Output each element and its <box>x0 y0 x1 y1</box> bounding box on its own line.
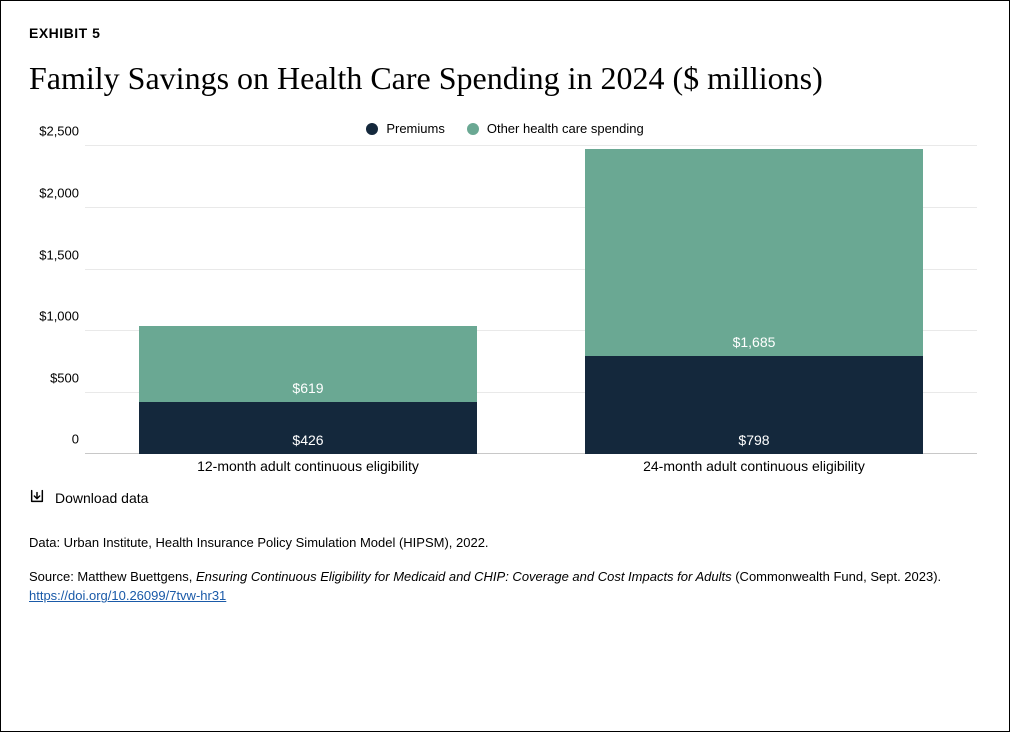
chart: 0$500$1,000$1,500$2,000$2,500 $619$426$1… <box>29 146 981 476</box>
x-axis: 12-month adult continuous eligibility 24-… <box>85 454 977 476</box>
download-data-button[interactable]: Download data <box>29 488 981 507</box>
bar-segment-premiums: $798 <box>585 356 924 454</box>
bar-group: $619 $426 <box>139 326 478 455</box>
bar-group: $1,685 $798 <box>585 149 924 455</box>
data-note: Data: Urban Institute, Health Insurance … <box>29 533 981 553</box>
bar-segment-other: $619 <box>139 326 478 402</box>
y-axis: 0$500$1,000$1,500$2,000$2,500 <box>29 146 85 454</box>
source-title: Ensuring Continuous Eligibility for Medi… <box>196 569 732 584</box>
y-tick-label: $1,500 <box>39 247 79 262</box>
exhibit-label: EXHIBIT 5 <box>29 25 981 41</box>
bar-value-label: $1,685 <box>585 334 924 350</box>
source-prefix: Source: Matthew Buettgens, <box>29 569 196 584</box>
legend-item-premiums: Premiums <box>366 121 445 136</box>
exhibit-frame: EXHIBIT 5 Family Savings on Health Care … <box>0 0 1010 732</box>
gridline <box>85 145 977 146</box>
y-tick-label: $1,000 <box>39 309 79 324</box>
legend-label: Premiums <box>386 121 445 136</box>
legend-label: Other health care spending <box>487 121 644 136</box>
chart-title: Family Savings on Health Care Spending i… <box>29 59 981 97</box>
notes: Data: Urban Institute, Health Insurance … <box>29 533 981 606</box>
bar-segment-premiums: $426 <box>139 402 478 454</box>
bar-value-label: $798 <box>585 432 924 448</box>
bar-segment-other: $1,685 <box>585 149 924 357</box>
download-label: Download data <box>55 490 148 506</box>
legend: Premiums Other health care spending <box>29 121 981 136</box>
y-tick-label: $2,500 <box>39 124 79 139</box>
source-suffix: (Commonwealth Fund, Sept. 2023). <box>732 569 942 584</box>
legend-item-other: Other health care spending <box>467 121 644 136</box>
y-tick-label: 0 <box>72 432 79 447</box>
legend-swatch <box>467 123 479 135</box>
bar-value-label: $426 <box>139 432 478 448</box>
legend-swatch <box>366 123 378 135</box>
y-tick-label: $2,000 <box>39 186 79 201</box>
doi-link[interactable]: https://doi.org/10.26099/7tvw-hr31 <box>29 588 226 603</box>
y-tick-label: $500 <box>50 370 79 385</box>
plot-area: $619 $426 $1,685 $798 <box>85 146 977 454</box>
bar-value-label: $619 <box>139 380 478 396</box>
x-category-label: 24-month adult continuous eligibility <box>643 458 865 474</box>
download-icon <box>29 488 45 507</box>
x-category-label: 12-month adult continuous eligibility <box>197 458 419 474</box>
source-note: Source: Matthew Buettgens, Ensuring Cont… <box>29 567 981 606</box>
